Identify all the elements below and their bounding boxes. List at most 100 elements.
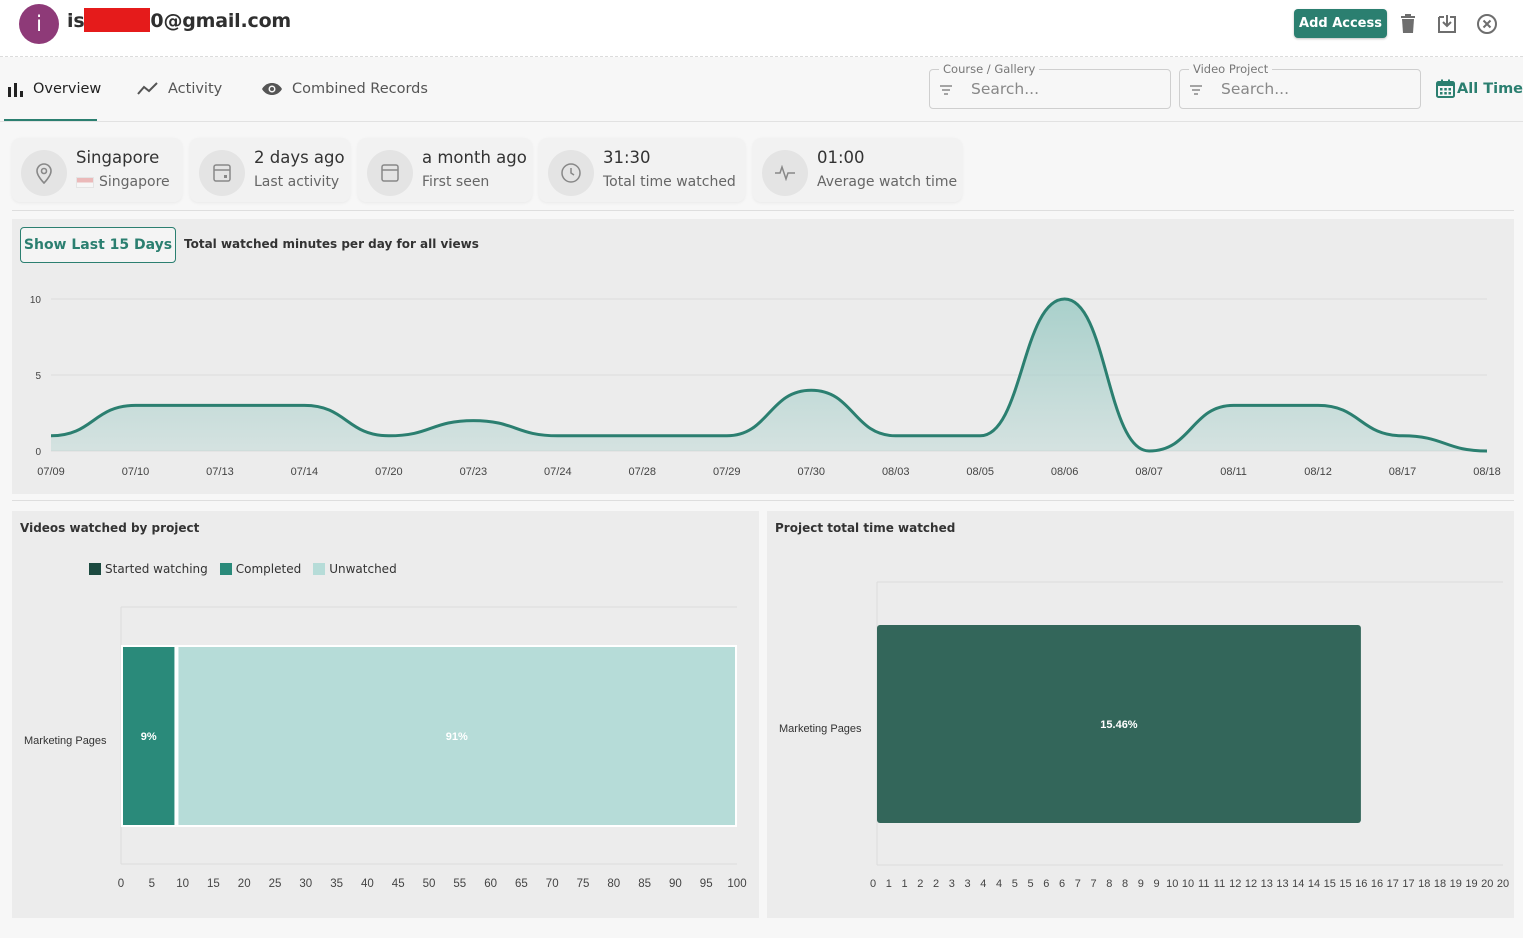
chart-title: Project total time watched bbox=[775, 521, 956, 535]
x-tick-label: 5 bbox=[149, 878, 155, 890]
x-tick-label: 95 bbox=[700, 878, 713, 890]
daily-minutes-panel: 0 5 10 07/09 07/10 07/13 07/14 07/20 07/23 07/24 0… bbox=[12, 219, 1514, 494]
close-icon[interactable] bbox=[1475, 12, 1499, 36]
calendar-icon bbox=[1436, 79, 1455, 98]
bar-chart-icon bbox=[8, 83, 23, 97]
tab-activity[interactable]: Activity bbox=[137, 77, 222, 101]
videos-by-project-panel: 9% 91% Marketing Pages 0 5 10 15 20 25 30 35 40 45 50… bbox=[12, 511, 759, 918]
first-seen-card: a month ago First seen bbox=[358, 138, 532, 202]
x-tick-label: 55 bbox=[453, 878, 466, 890]
x-tick-label: 25 bbox=[269, 878, 282, 890]
eye-icon bbox=[262, 83, 282, 95]
x-tick-label: 20 bbox=[1497, 878, 1509, 890]
y-tick-label: 0 bbox=[35, 447, 41, 458]
bar-data-label: 15.46% bbox=[1100, 719, 1138, 731]
x-tick-label: 6 bbox=[1059, 878, 1065, 890]
course-gallery-legend: Course / Gallery bbox=[939, 62, 1040, 76]
daily-minutes-chart: 0 5 10 07/09 07/10 07/13 07/14 07/20 07/23 07/24 0… bbox=[30, 295, 1501, 478]
legend-unwatched[interactable]: Unwatched bbox=[313, 562, 397, 576]
legend-completed[interactable]: Completed bbox=[219, 562, 301, 576]
trash-icon[interactable] bbox=[1396, 12, 1420, 36]
bar-data-label: 9% bbox=[141, 731, 157, 743]
x-tick-label: 10 bbox=[176, 878, 189, 890]
tab-combined-records-label: Combined Records bbox=[292, 81, 428, 97]
category-label: Marketing Pages bbox=[779, 723, 862, 735]
legend-started-watching[interactable]: Started watching bbox=[89, 562, 208, 576]
x-tick-label: 85 bbox=[638, 878, 651, 890]
first-seen-value: a month ago bbox=[422, 148, 527, 167]
x-tick-label: 15 bbox=[1324, 878, 1336, 890]
bar-unwatched bbox=[176, 645, 737, 827]
clock-icon bbox=[548, 150, 594, 196]
series-line bbox=[50, 297, 1488, 453]
x-tick-label: 07/28 bbox=[629, 466, 657, 478]
x-tick-label: 8 bbox=[1106, 878, 1112, 890]
download-icon[interactable] bbox=[1435, 12, 1459, 36]
x-tick-label: 07/14 bbox=[291, 466, 319, 478]
date-range-button[interactable]: All Time bbox=[1436, 79, 1523, 98]
pulse-icon bbox=[762, 150, 808, 196]
calendar-icon bbox=[367, 150, 413, 196]
x-tick-label: 75 bbox=[577, 878, 590, 890]
location-card: Singapore Singapore bbox=[12, 138, 182, 202]
x-tick-label: 07/24 bbox=[544, 466, 572, 478]
x-tick-label: 08/11 bbox=[1220, 466, 1247, 478]
tab-combined-records[interactable]: Combined Records bbox=[261, 77, 428, 101]
add-access-button[interactable]: Add Access bbox=[1294, 9, 1387, 38]
x-tick-label: 3 bbox=[949, 878, 955, 890]
course-gallery-filter[interactable]: Course / Gallery Search... bbox=[929, 62, 1171, 109]
x-tick-label: 5 bbox=[1027, 878, 1033, 890]
x-tick-label: 7 bbox=[1090, 878, 1096, 890]
x-tick-label: 2 bbox=[917, 878, 923, 890]
x-tick-label: 50 bbox=[423, 878, 436, 890]
course-gallery-search-input[interactable]: Search... bbox=[971, 80, 1040, 98]
x-tick-label: 18 bbox=[1418, 878, 1430, 890]
x-tick-label: 08/05 bbox=[966, 466, 994, 478]
x-tick-label: 07/20 bbox=[375, 466, 403, 478]
x-tick-label: 9 bbox=[1138, 878, 1144, 890]
x-tick-label: 45 bbox=[392, 878, 405, 890]
videos-by-project-chart: 9% 91% Marketing Pages 0 5 10 15 20 25 30 35 40 45 50… bbox=[24, 606, 747, 890]
last-activity-label: Last activity bbox=[254, 174, 340, 190]
location-country-label: Singapore bbox=[99, 174, 170, 190]
flag-icon bbox=[76, 176, 94, 188]
x-tick-label: 07/10 bbox=[122, 466, 150, 478]
x-tick-label: 8 bbox=[1122, 878, 1128, 890]
x-tick-label: 07/29 bbox=[713, 466, 741, 478]
x-tick-label: 16 bbox=[1371, 878, 1383, 890]
bar-completed bbox=[121, 645, 177, 827]
chart-title: Total watched minutes per day for all vi… bbox=[184, 237, 479, 251]
x-tick-label: 60 bbox=[484, 878, 497, 890]
tab-overview-label: Overview bbox=[33, 81, 102, 97]
x-tick-label: 7 bbox=[1075, 878, 1081, 890]
x-tick-label: 90 bbox=[669, 878, 682, 890]
divider bbox=[12, 500, 1514, 501]
x-tick-label: 0 bbox=[118, 878, 124, 890]
x-tick-label: 07/09 bbox=[37, 466, 65, 478]
x-tick-label: 80 bbox=[607, 878, 620, 890]
avatar[interactable]: i bbox=[19, 4, 59, 44]
last-activity-card: 2 days ago Last activity bbox=[190, 138, 350, 202]
location-city: Singapore bbox=[76, 148, 160, 167]
x-tick-label: 3 bbox=[964, 878, 970, 890]
x-tick-label: 40 bbox=[361, 878, 374, 890]
location-pin-icon bbox=[21, 150, 67, 196]
y-tick-label: 10 bbox=[30, 295, 42, 306]
x-tick-label: 11 bbox=[1198, 878, 1209, 890]
x-tick-label: 15 bbox=[1339, 878, 1351, 890]
x-tick-label: 1 bbox=[886, 878, 892, 890]
date-range-label: All Time bbox=[1457, 80, 1523, 97]
x-tick-label: 65 bbox=[515, 878, 528, 890]
first-seen-label: First seen bbox=[422, 174, 490, 190]
x-tick-label: 19 bbox=[1465, 878, 1477, 890]
video-project-search-input[interactable]: Search... bbox=[1221, 80, 1290, 98]
x-tick-label: 35 bbox=[330, 878, 343, 890]
show-last-15-days-button[interactable]: Show Last 15 Days bbox=[20, 227, 176, 263]
tab-overview[interactable]: Overview bbox=[8, 77, 101, 101]
video-project-filter[interactable]: Video Project Search... bbox=[1179, 62, 1421, 109]
chart-legend: Started watching Completed Unwatched bbox=[89, 562, 397, 576]
x-tick-label: 70 bbox=[546, 878, 559, 890]
x-tick-label: 18 bbox=[1434, 878, 1446, 890]
x-tick-label: 08/12 bbox=[1304, 466, 1332, 478]
x-tick-label: 12 bbox=[1229, 878, 1241, 890]
